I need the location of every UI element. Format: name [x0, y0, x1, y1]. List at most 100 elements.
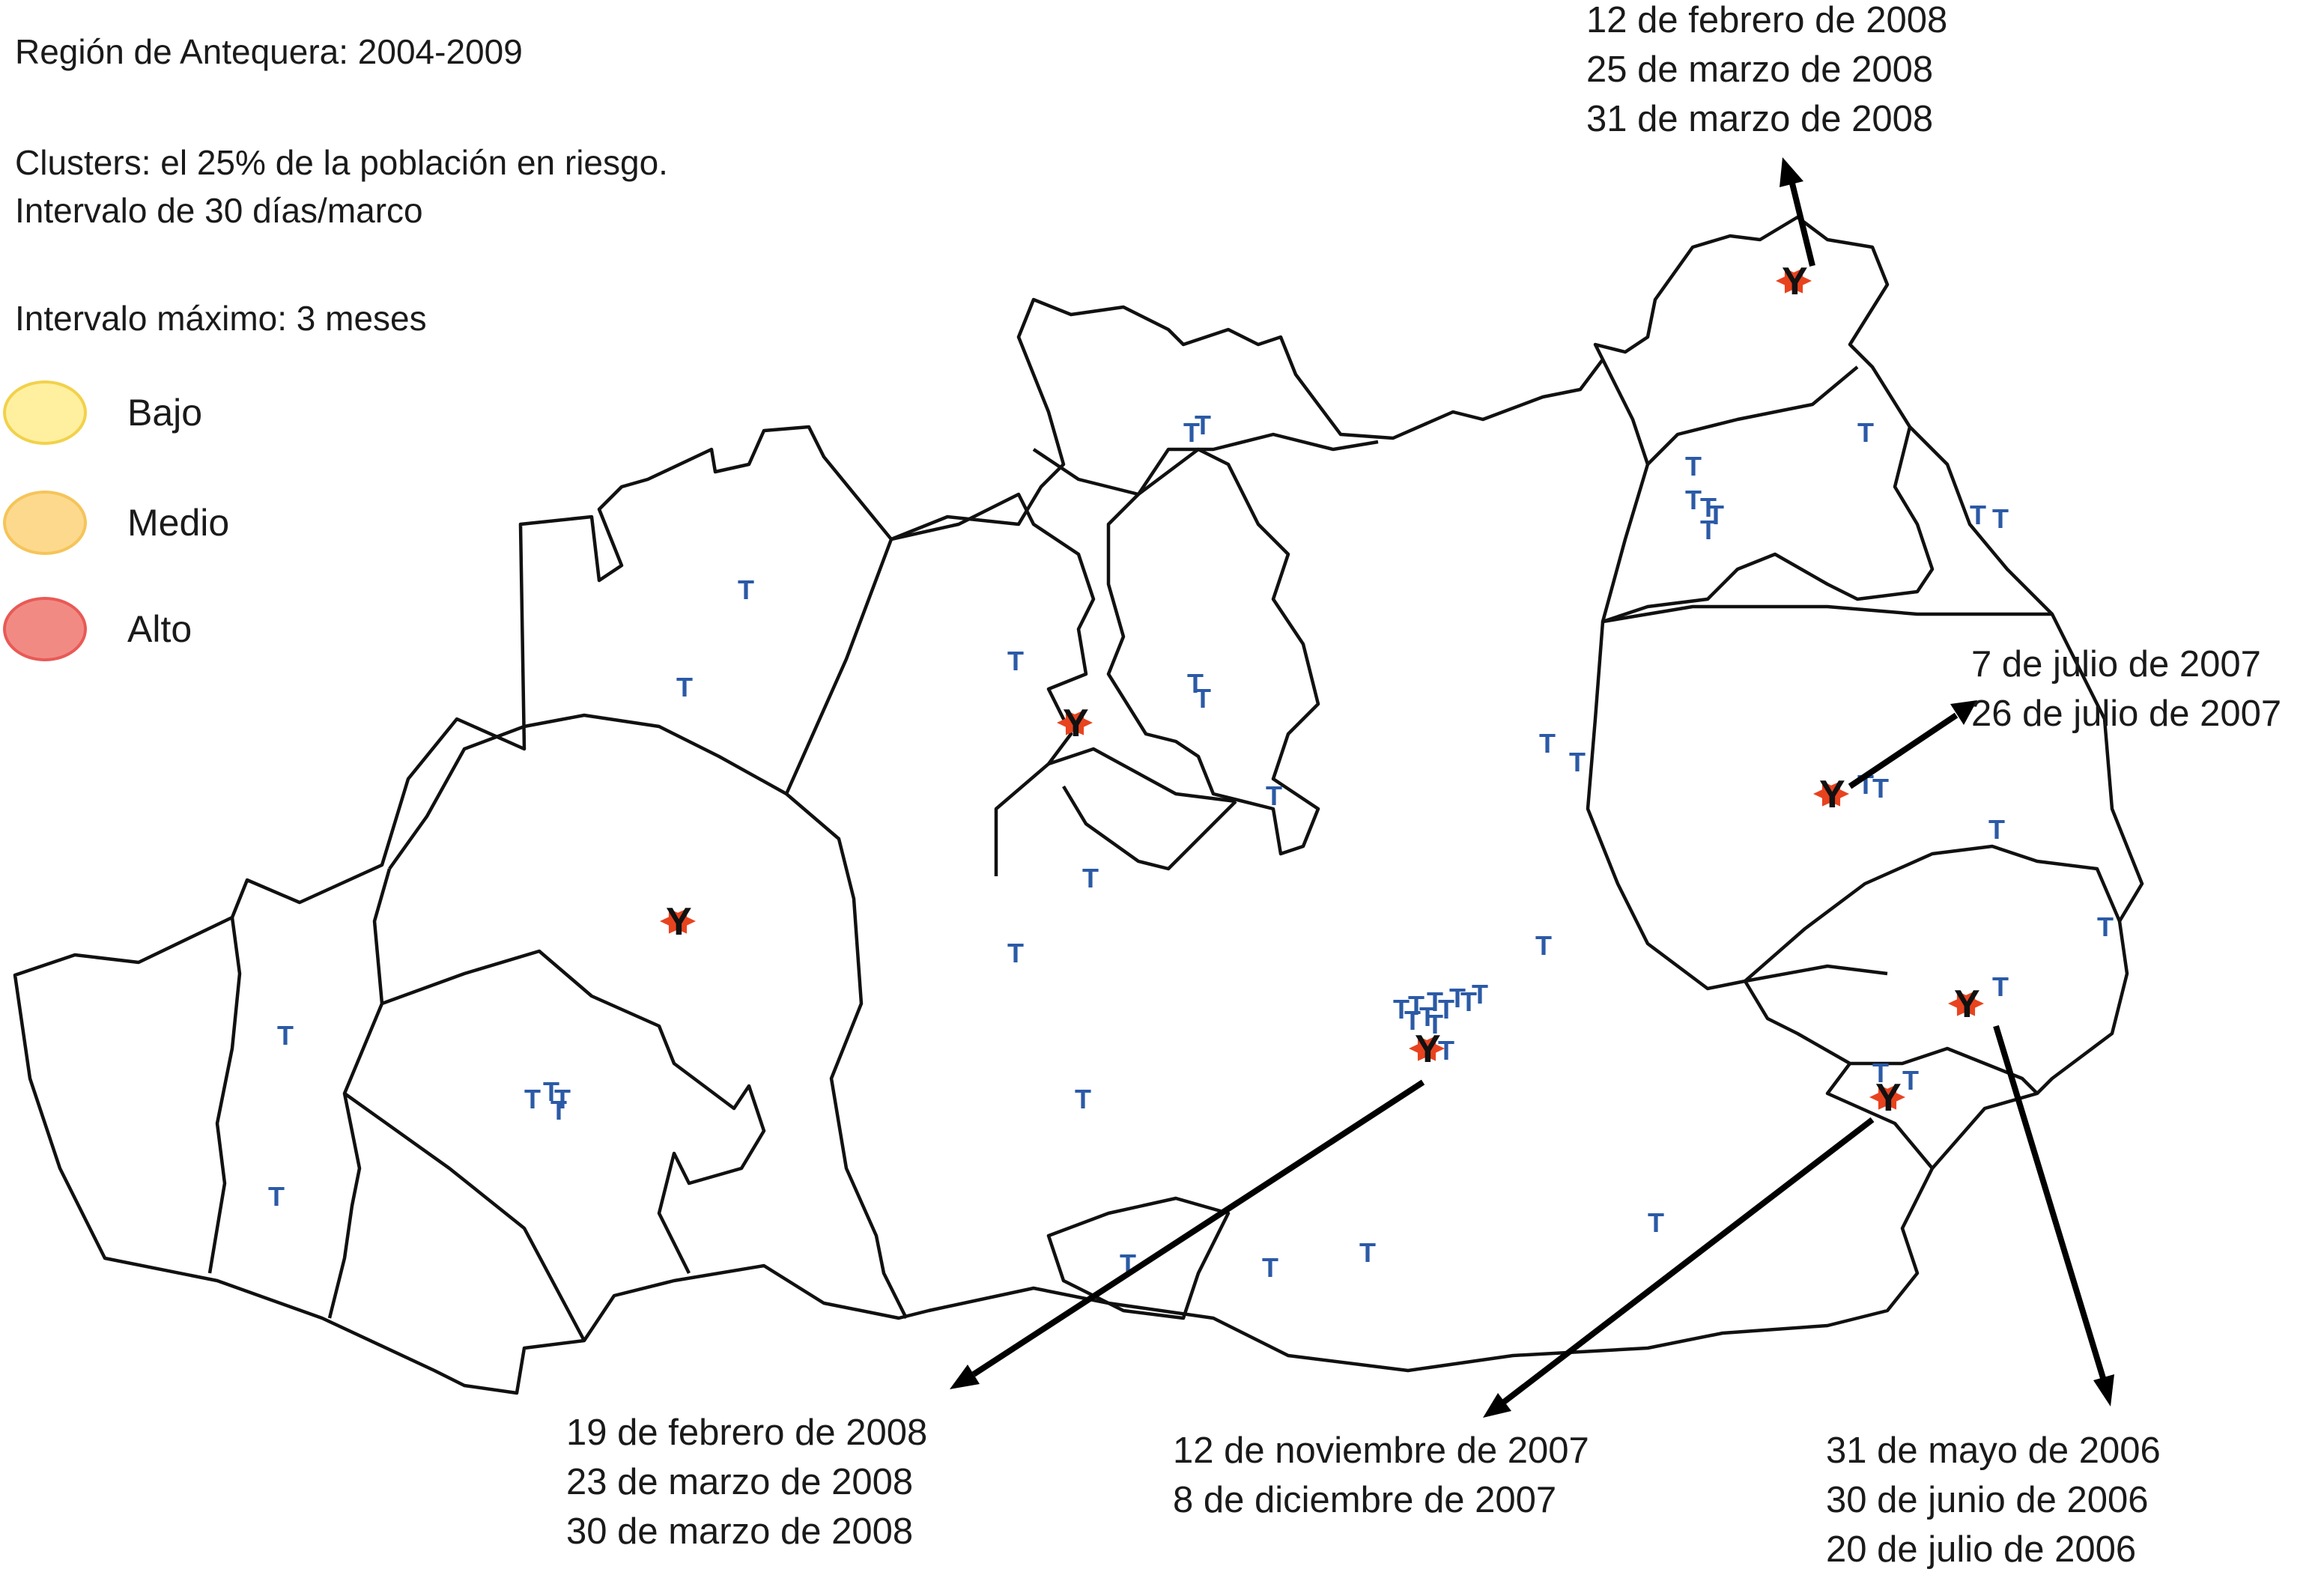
cluster-markers: Y Y Y Y Y Y Y [660, 260, 1984, 1120]
case-marker: T [1685, 485, 1702, 515]
arrow-east [1848, 712, 1959, 789]
case-marker: T [1857, 417, 1874, 448]
cluster-marker: Y [1869, 1076, 1905, 1120]
municipalities [13, 215, 2144, 1395]
callout-south-line: 8 de diciembre de 2007 [1173, 1480, 1557, 1520]
case-marker: T [1685, 451, 1702, 482]
arrow-east-head [1950, 700, 1977, 725]
border-4 [343, 1092, 586, 1342]
case-marker: T [1359, 1237, 1376, 1268]
callout-east-line: 7 de julio de 2007 [1971, 644, 2261, 685]
border-5 [381, 949, 766, 1275]
cluster-symbol: Y [1954, 983, 1980, 1026]
case-marker: T [738, 574, 754, 605]
case-marker: T [1419, 1001, 1436, 1032]
callout-north-line: 25 de marzo de 2008 [1586, 49, 1934, 90]
case-marker: T [524, 1084, 541, 1114]
case-marker: T [1075, 1084, 1091, 1114]
case-marker: T [1082, 863, 1099, 893]
region-title: Región de Antequera: 2004-2009 [15, 32, 523, 71]
callout-north: 12 de febrero de 2008 25 de marzo de 200… [1586, 0, 1947, 144]
case-marker: T [1472, 979, 1488, 1010]
cluster-blob [1057, 710, 1093, 735]
border-12 [1601, 358, 1859, 467]
case-marker: T [1007, 938, 1024, 968]
cluster-blob [660, 908, 696, 934]
case-marker: T [1872, 1057, 1889, 1088]
cluster-symbol: Y [1875, 1076, 1902, 1120]
callout-east: 7 de julio de 2007 26 de julio de 2007 [1971, 640, 2281, 738]
cluster-symbol: Y [1063, 702, 1089, 745]
border-14 [1586, 621, 1746, 991]
case-marker: T [1438, 1035, 1454, 1066]
case-marker: T [1648, 1207, 1664, 1238]
callout-arrows [950, 157, 2114, 1418]
case-marker: T [1992, 503, 2009, 534]
cluster-blob [1776, 268, 1812, 294]
border-19 [1825, 1062, 1934, 1170]
callout-south-center-line: 19 de febrero de 2008 [566, 1412, 928, 1453]
clusters-info-line2: Intervalo de 30 días/marco [15, 191, 423, 230]
border-10 [1106, 447, 1320, 856]
case-marker: T [1569, 747, 1586, 777]
case-marker: T [676, 672, 693, 702]
border-6 [784, 538, 894, 795]
arrow-south-center-head [950, 1365, 980, 1389]
case-marker: T [1195, 683, 1211, 714]
arrow-north-head [1780, 157, 1803, 187]
case-marker: T [1988, 814, 2005, 845]
cluster-blob [1409, 1036, 1445, 1061]
border-20 [1046, 1196, 1231, 1320]
case-marker: T [543, 1076, 559, 1107]
cluster-marker: Y [1409, 1028, 1445, 1071]
border-15 [1602, 604, 2052, 624]
case-marker: T [1183, 417, 1200, 448]
region-outline [13, 215, 2144, 1395]
case-marker: T [1427, 986, 1443, 1017]
legend-swatch-bajo [3, 380, 87, 445]
legend-label-medio: Medio [127, 502, 230, 544]
legend-item-medio: Medio [0, 491, 229, 555]
arrow-southeast [1993, 1025, 2106, 1380]
callout-southeast-line: 20 de julio de 2006 [1826, 1529, 2137, 1570]
case-marker: T [1187, 668, 1204, 699]
case-marker: T [1992, 971, 2009, 1002]
case-marker: T [1539, 728, 1556, 759]
cluster-blob [1869, 1084, 1905, 1110]
callout-southeast: 31 de mayo de 2006 30 de junio de 2006 2… [1826, 1426, 2161, 1574]
cluster-blob [1813, 781, 1849, 807]
callout-north-line: 12 de febrero de 2008 [1586, 0, 1948, 40]
arrow-north [1789, 183, 1815, 267]
border-1 [388, 713, 908, 1320]
cluster-marker: Y [1813, 773, 1849, 816]
case-marker: T [1262, 1252, 1278, 1283]
cluster-marker: Y [1948, 983, 1984, 1026]
callout-south-center-line: 30 de marzo de 2008 [566, 1511, 914, 1552]
case-marker: T [1708, 500, 1724, 530]
legend-swatch-alto [3, 597, 87, 661]
border-8 [1048, 747, 1237, 804]
case-marker: T [1700, 515, 1717, 545]
case-marker: T [1438, 994, 1454, 1025]
case-marker: T [550, 1095, 567, 1126]
case-marker: T [268, 1181, 285, 1212]
case-marker: T [1460, 986, 1477, 1017]
case-marker: T [1700, 492, 1717, 523]
legend-label-bajo: Bajo [127, 392, 203, 434]
max-interval: Intervalo máximo: 3 meses [15, 299, 427, 338]
cluster-symbol: Y [1819, 773, 1845, 816]
border-18 [1744, 964, 1888, 983]
callout-southeast-line: 30 de junio de 2006 [1826, 1480, 2149, 1520]
callout-south-center-line: 23 de marzo de 2008 [566, 1462, 914, 1502]
legend-item-alto: Alto [0, 597, 192, 661]
border-2 [327, 868, 392, 1319]
arrow-southeast-head [2093, 1374, 2114, 1406]
case-marker: T [277, 1020, 294, 1051]
callout-north-line: 31 de marzo de 2008 [1586, 99, 1934, 139]
clusters-info-line1: Clusters: el 25% de la población en ries… [15, 143, 668, 182]
arrow-south-head [1483, 1393, 1511, 1418]
callout-south-line: 12 de noviembre de 2007 [1173, 1430, 1589, 1471]
case-marker: T [1872, 773, 1889, 804]
